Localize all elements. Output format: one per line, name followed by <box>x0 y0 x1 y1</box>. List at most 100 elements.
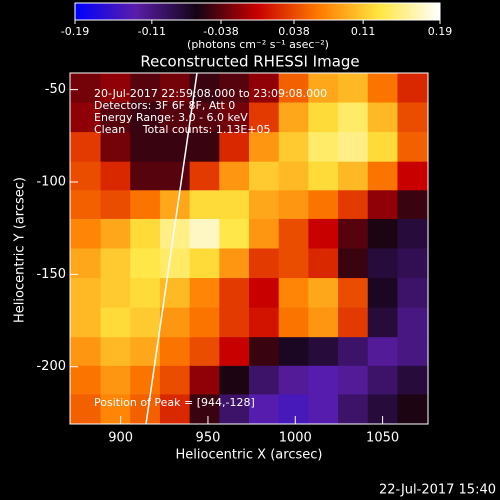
heatmap-cell <box>367 337 398 367</box>
heatmap-cell <box>70 365 102 395</box>
heatmap-cell <box>189 190 220 220</box>
plot-frame <box>69 72 429 425</box>
heatmap-cell <box>130 73 161 104</box>
heatmap-cell <box>338 278 369 309</box>
heatmap-cell <box>397 337 429 367</box>
heatmap-cell <box>397 190 429 220</box>
heatmap-cell <box>278 102 309 133</box>
heatmap-cell <box>70 102 102 133</box>
heatmap-cell <box>70 132 102 163</box>
y-tick-label: -150 <box>36 267 66 282</box>
heatmap-cell <box>130 365 161 395</box>
heatmap-cell <box>308 278 339 309</box>
heatmap-cell <box>189 337 220 367</box>
heatmap-cell <box>130 132 161 163</box>
heatmap-cell <box>397 132 429 163</box>
heatmap-cell <box>249 161 280 191</box>
x-axis-label: Heliocentric X (arcsec) <box>176 448 323 463</box>
heatmap-cell <box>130 102 161 133</box>
heatmap-cell <box>308 394 339 425</box>
x-tick-label: 950 <box>196 431 221 446</box>
heatmap-cell <box>70 190 102 220</box>
annotation: Clean Total counts: 1.13E+05 <box>94 123 271 136</box>
heatmap-cell <box>278 278 309 309</box>
heatmap-cell <box>219 73 250 104</box>
x-tick-label: 1000 <box>279 431 312 446</box>
heatmap-cell <box>367 161 398 191</box>
heatmap-cell <box>308 248 339 279</box>
heatmap-cell <box>159 190 191 220</box>
heatmap-cell <box>338 132 369 163</box>
heatmap-cell <box>249 248 280 279</box>
heatmap-cell <box>100 365 131 395</box>
y-tick-label: -200 <box>36 359 66 374</box>
heatmap-cell <box>249 102 280 133</box>
y-axis-label: Heliocentric Y (arcsec) <box>13 177 28 323</box>
heatmap-cell <box>130 248 161 279</box>
colorbar-label: (photons cm⁻² s⁻¹ asec⁻²) <box>187 38 329 51</box>
heatmap-cell <box>219 132 250 163</box>
heatmap-cell <box>219 102 250 133</box>
heatmap-cell <box>249 394 280 425</box>
y-tick-label: -50 <box>45 82 66 97</box>
heatmap-cell <box>308 102 339 133</box>
heatmap-cell <box>278 337 309 367</box>
colorbar-tick-label: 0.19 <box>428 25 453 38</box>
heatmap-cell <box>189 132 220 163</box>
colorbar-tick-label: -0.19 <box>61 25 89 38</box>
heatmap-cell <box>249 218 280 249</box>
heatmap-cell <box>249 307 280 338</box>
heatmap-cell <box>338 190 369 220</box>
heatmap-cell <box>397 102 429 133</box>
heatmap-cell <box>130 161 161 191</box>
heatmap-cell <box>130 307 161 338</box>
heatmap-cell <box>189 278 220 309</box>
heatmap-cell <box>219 278 250 309</box>
heatmap-cell <box>100 161 131 191</box>
heatmap-cell <box>159 248 191 279</box>
heatmap-cell <box>189 365 220 395</box>
heatmap-cell <box>189 161 220 191</box>
heatmap-cell <box>70 161 102 191</box>
heatmap-cell <box>278 190 309 220</box>
heatmap-cell <box>159 365 191 395</box>
heatmap-cell <box>249 278 280 309</box>
heatmap-cell <box>100 337 131 367</box>
peak-label: Position of Peak = [944,-128] <box>94 396 255 409</box>
heatmap-cell <box>249 73 280 104</box>
x-tick-label: 1050 <box>366 431 399 446</box>
heatmap-cell <box>219 365 250 395</box>
heatmap-cell <box>278 248 309 279</box>
heatmap-cell <box>397 278 429 309</box>
heatmap-cell <box>189 394 220 425</box>
y-tick-label: -100 <box>36 174 66 189</box>
heatmap-cell <box>159 394 191 425</box>
heatmap-cell <box>100 278 131 309</box>
heatmap-cell <box>70 218 102 249</box>
heatmap-cell <box>278 218 309 249</box>
heatmap-cell <box>70 278 102 309</box>
heatmap-cell <box>219 248 250 279</box>
heatmap-cell <box>367 218 398 249</box>
colorbar <box>74 2 441 21</box>
heatmap-cell <box>278 73 309 104</box>
heatmap-cell <box>130 190 161 220</box>
heatmap-cell <box>219 190 250 220</box>
annotation: Detectors: 3F 6F 8F, Att 0 <box>94 99 235 112</box>
heatmap-cell <box>159 307 191 338</box>
heatmap-cell <box>219 161 250 191</box>
heatmap-cell <box>70 73 102 104</box>
heatmap <box>70 73 429 425</box>
heatmap-cell <box>159 102 191 133</box>
heatmap-cell <box>338 307 369 338</box>
heatmap-cell <box>397 248 429 279</box>
colorbar-tick-label: -0.038 <box>203 25 238 38</box>
heatmap-cell <box>219 307 250 338</box>
heatmap-cell <box>338 337 369 367</box>
heatmap-cell <box>219 394 250 425</box>
x-tick-label: 900 <box>108 431 133 446</box>
heatmap-cell <box>338 161 369 191</box>
colorbar-tick-label: 0.11 <box>351 25 376 38</box>
heatmap-cell <box>278 365 309 395</box>
heatmap-cell <box>338 248 369 279</box>
